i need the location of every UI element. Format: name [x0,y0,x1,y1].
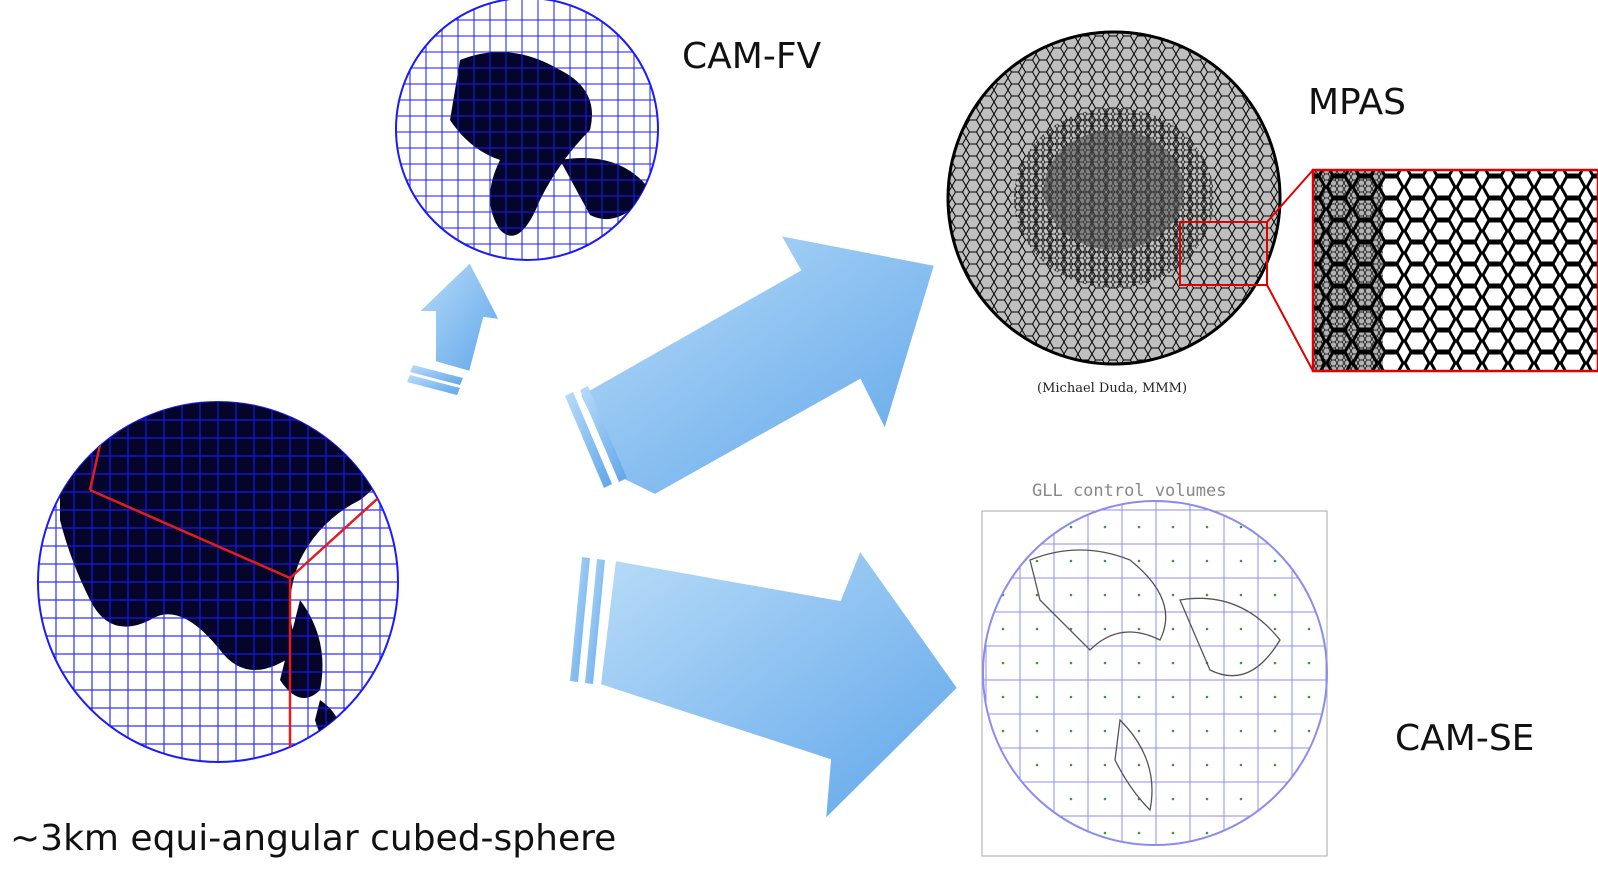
cubed-sphere-globe [37,401,399,763]
gll-title: GLL control volumes [1032,481,1227,501]
cubed-sphere-label: ~3km equi-angular cubed-sphere [10,818,617,859]
globe-grid [38,402,398,762]
arrow-to-mpas [565,233,937,497]
arrow-up [407,260,502,395]
mpas-zoom-inset [1311,168,1598,373]
cam-se-label: CAM-SE [1395,718,1535,759]
cam-fv-globe [395,0,659,261]
mpas-label: MPAS [1308,82,1406,123]
mpas-credit: (Michael Duda, MMM) [1037,381,1188,396]
cam-se-globe [981,500,1328,857]
arrow-to-cam-se [570,547,960,823]
mpas-mesh-globe [946,30,1314,372]
cam-fv-label: CAM-FV [682,36,822,77]
